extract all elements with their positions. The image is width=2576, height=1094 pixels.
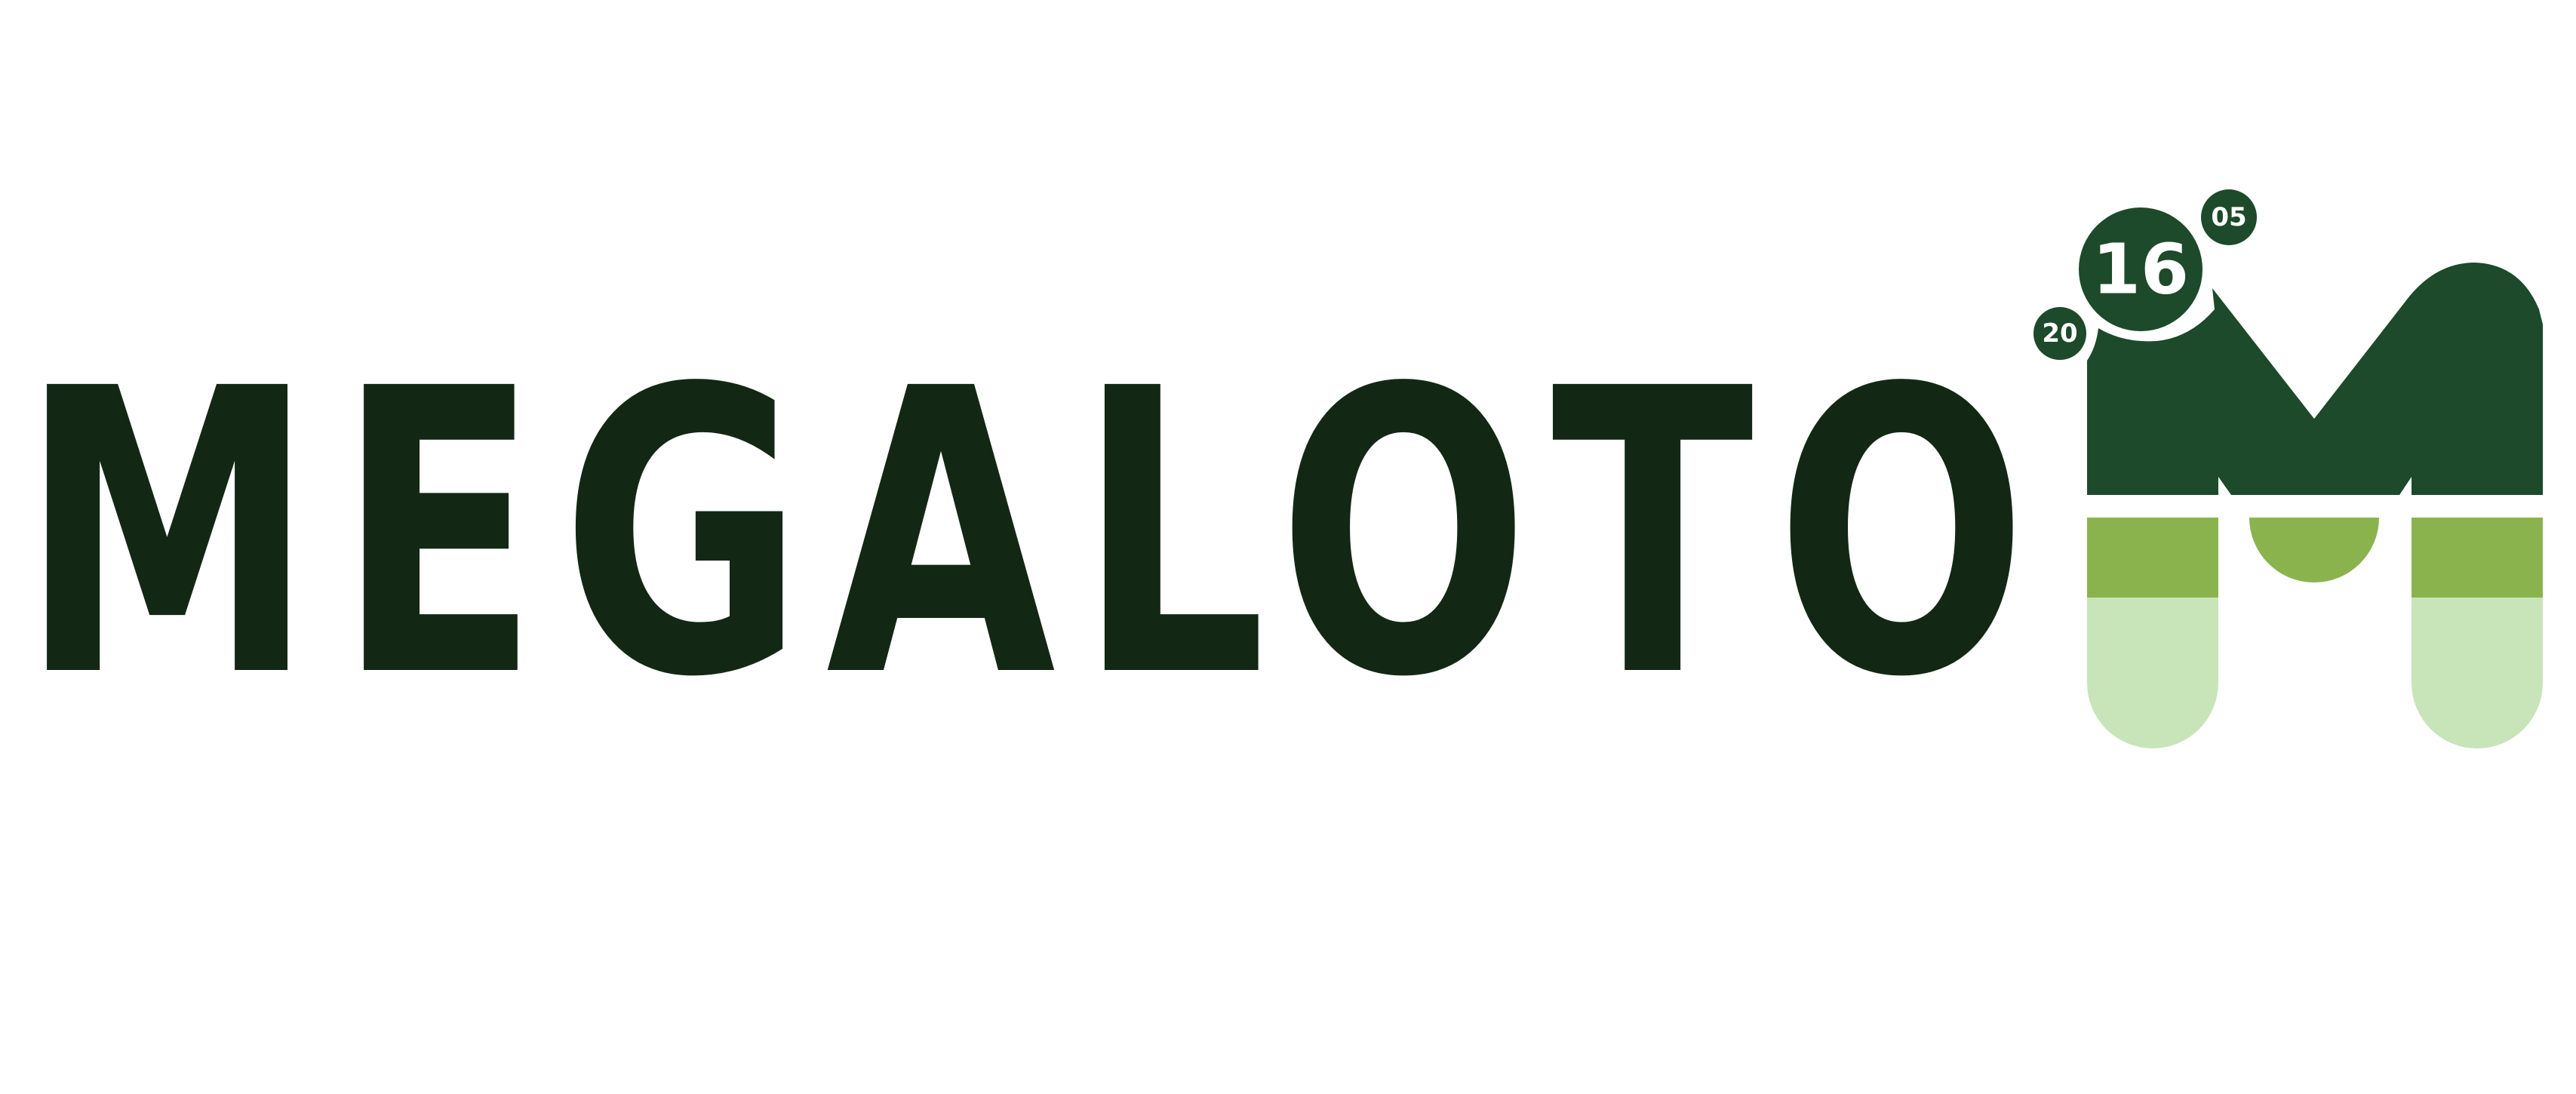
lottery-ball-20: 20 xyxy=(2029,303,2091,364)
m-emblem-band-left xyxy=(2087,518,2218,598)
svg-text:05: 05 xyxy=(2211,202,2246,232)
lottery-ball-16: 16 xyxy=(2071,200,2210,339)
m-emblem-leg-right xyxy=(2412,598,2543,748)
m-emblem-band-right xyxy=(2412,518,2543,598)
svg-text:20: 20 xyxy=(2042,318,2077,349)
svg-text:16: 16 xyxy=(2092,229,2189,310)
m-emblem-dark-top xyxy=(2087,263,2543,495)
lottery-ball-05: 05 xyxy=(2196,185,2261,250)
logo-wordmark: MEGALOTO xyxy=(20,306,2049,763)
m-emblem xyxy=(2087,263,2543,748)
m-emblem-center-drop xyxy=(2249,518,2379,582)
m-emblem-leg-left xyxy=(2087,598,2218,748)
